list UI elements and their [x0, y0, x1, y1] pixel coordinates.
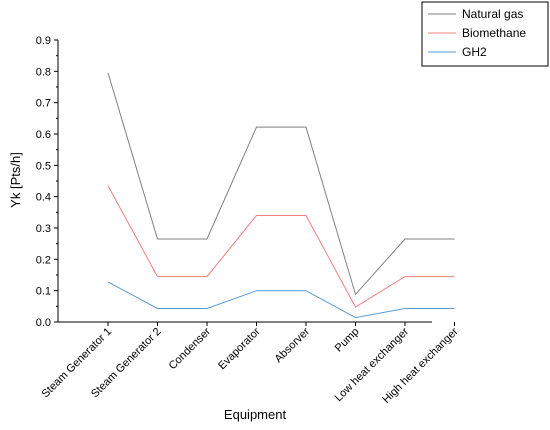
y-tick-label: 0.3	[36, 223, 51, 235]
x-tick-label: Condenser	[167, 325, 214, 372]
series-line-biomethane	[107, 185, 455, 308]
y-axis: 0.0 0.1 0.2 0.3 0.4 0.5 0.6 0.7 0.8 0.9	[36, 35, 58, 329]
legend-label: Biomethane	[462, 26, 526, 40]
x-tick-label: Absorver	[273, 325, 313, 365]
y-tick-label: 0.6	[36, 129, 51, 141]
series-line-gh2	[107, 281, 455, 319]
x-tick-label: Pump	[333, 326, 362, 355]
y-axis-title: Yk [Pts/h]	[8, 152, 23, 208]
series-lines	[107, 72, 455, 319]
y-tick-label: 0.4	[36, 192, 51, 204]
y-tick-label: 0.5	[36, 160, 51, 172]
x-axis-title: Equipment	[224, 407, 287, 422]
y-tick-label: 0.7	[36, 98, 51, 110]
y-tick-label: 0.2	[36, 254, 51, 266]
y-tick-label: 0.8	[36, 66, 51, 78]
x-tick-label: Evaporator	[216, 325, 263, 372]
legend: Natural gas Biomethane GH2	[421, 1, 549, 67]
legend-label: Natural gas	[462, 7, 523, 21]
legend-box	[421, 1, 549, 67]
y-tick-label: 0.0	[36, 317, 51, 329]
y-tick-label: 0.9	[36, 35, 51, 47]
legend-label: GH2	[462, 45, 487, 59]
series-line-natural-gas	[107, 72, 455, 296]
y-tick-label: 0.1	[36, 286, 51, 298]
plot-frame	[57, 40, 432, 323]
